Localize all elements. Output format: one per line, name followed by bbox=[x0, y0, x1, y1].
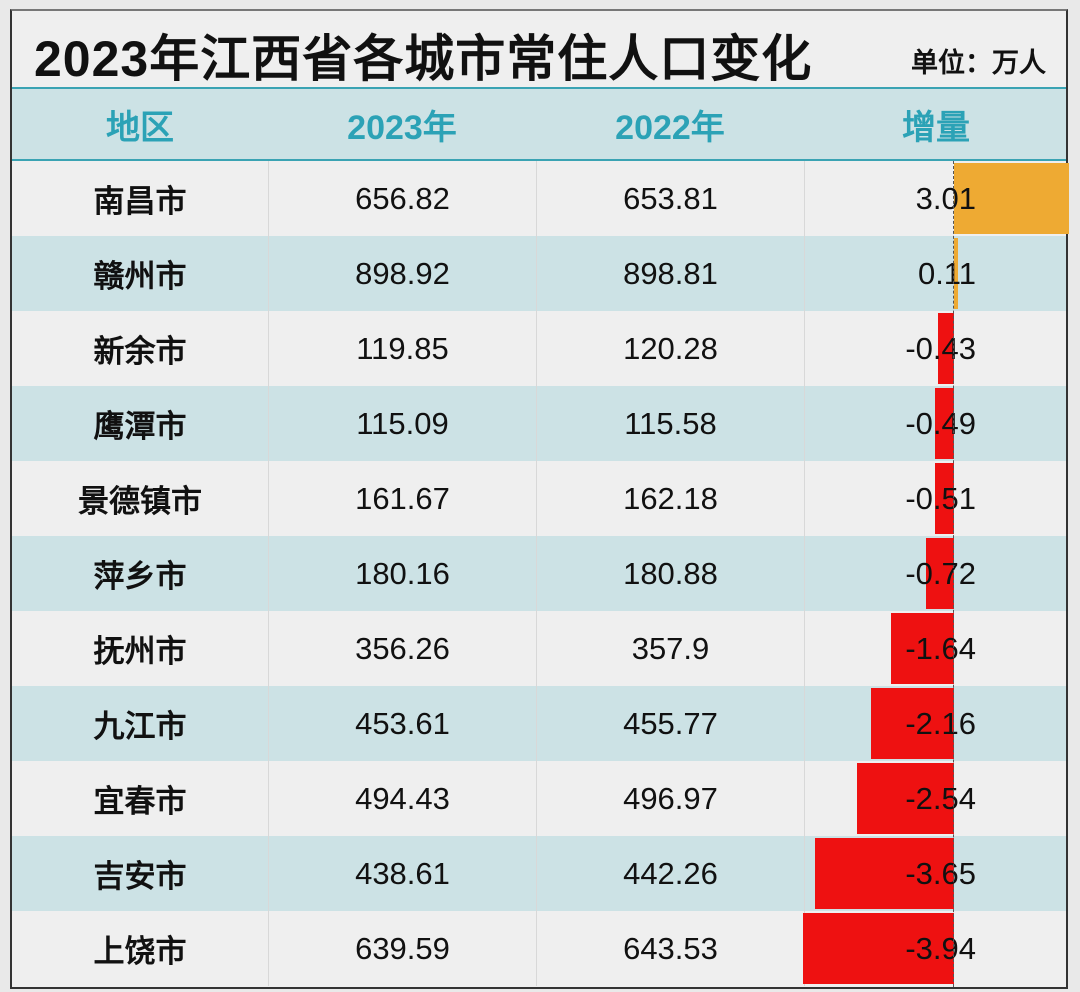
value-2023-cell: 898.92 bbox=[268, 236, 536, 311]
change-value: -1.64 bbox=[905, 630, 976, 666]
change-bar bbox=[814, 838, 954, 909]
value-2023-cell: 656.82 bbox=[268, 161, 536, 236]
change-value: 3.01 bbox=[915, 180, 976, 216]
value-2022-cell: 898.81 bbox=[536, 236, 804, 311]
table-row: 新余市 119.85 120.28 -0.43 bbox=[12, 311, 1066, 386]
value-2023-cell: 115.09 bbox=[268, 386, 536, 461]
change-value: 0.11 bbox=[917, 255, 976, 291]
unit-label: 单位：万人 bbox=[911, 48, 1046, 78]
region-cell: 九江市 bbox=[93, 709, 187, 744]
value-2022-cell: 120.28 bbox=[536, 311, 804, 386]
value-2023-cell: 438.61 bbox=[268, 836, 536, 911]
value-2023-cell: 453.61 bbox=[268, 686, 536, 761]
region-cell: 鹰潭市 bbox=[93, 409, 187, 444]
change-cell bbox=[804, 761, 1068, 836]
table-row: 宜春市 494.43 496.97 -2.54 bbox=[12, 761, 1066, 836]
table-frame: 2023年江西省各城市常住人口变化 单位：万人 地区 2023年 2022年 增… bbox=[10, 9, 1069, 989]
value-2022-cell: 357.9 bbox=[536, 611, 804, 686]
change-bar bbox=[934, 463, 954, 534]
change-cell bbox=[804, 536, 1068, 611]
value-2023-cell: 161.67 bbox=[268, 461, 536, 536]
header-2022: 2022年 bbox=[615, 108, 725, 147]
header-change: 增量 bbox=[902, 108, 970, 147]
value-2023-cell: 119.85 bbox=[268, 311, 536, 386]
region-cell: 抚州市 bbox=[93, 634, 187, 669]
table-row: 鹰潭市 115.09 115.58 -0.49 bbox=[12, 386, 1066, 461]
change-value: -3.65 bbox=[905, 855, 976, 891]
value-2022-cell: 643.53 bbox=[536, 911, 804, 986]
change-bar bbox=[871, 688, 954, 759]
value-2022-cell: 653.81 bbox=[536, 161, 804, 236]
value-2022-cell: 115.58 bbox=[536, 386, 804, 461]
table-row: 上饶市 639.59 643.53 -3.94 bbox=[12, 911, 1066, 986]
change-cell bbox=[804, 836, 1068, 911]
value-2022-cell: 455.77 bbox=[536, 686, 804, 761]
value-2022-cell: 442.26 bbox=[536, 836, 804, 911]
change-bar bbox=[937, 313, 954, 384]
table-header: 地区 2023年 2022年 增量 bbox=[12, 87, 1066, 161]
change-bar bbox=[856, 763, 954, 834]
change-value: -0.72 bbox=[905, 555, 976, 591]
change-cell bbox=[804, 386, 1068, 461]
value-2022-cell: 180.88 bbox=[536, 536, 804, 611]
change-bar bbox=[935, 388, 954, 459]
region-cell: 萍乡市 bbox=[93, 559, 187, 594]
change-value: -0.43 bbox=[905, 330, 976, 366]
change-cell bbox=[804, 161, 1068, 236]
change-value: -2.54 bbox=[905, 780, 976, 816]
table-row: 吉安市 438.61 442.26 -3.65 bbox=[12, 836, 1066, 911]
change-bar bbox=[954, 238, 959, 309]
table-row: 萍乡市 180.16 180.88 -0.72 bbox=[12, 536, 1066, 611]
change-bar bbox=[926, 538, 954, 609]
region-cell: 南昌市 bbox=[93, 184, 187, 219]
region-cell: 吉安市 bbox=[93, 859, 187, 894]
title-row: 2023年江西省各城市常住人口变化 单位：万人 bbox=[12, 11, 1066, 87]
bar-axis-line bbox=[953, 161, 954, 987]
change-cell bbox=[804, 686, 1068, 761]
value-2022-cell: 162.18 bbox=[536, 461, 804, 536]
table-row: 九江市 453.61 455.77 -2.16 bbox=[12, 686, 1066, 761]
region-cell: 景德镇市 bbox=[78, 484, 202, 519]
change-bar bbox=[891, 613, 954, 684]
table-row: 赣州市 898.92 898.81 0.11 bbox=[12, 236, 1066, 311]
table-row: 抚州市 356.26 357.9 -1.64 bbox=[12, 611, 1066, 686]
table-row: 景德镇市 161.67 162.18 -0.51 bbox=[12, 461, 1066, 536]
change-value: -0.49 bbox=[905, 405, 976, 441]
change-value: -3.94 bbox=[905, 930, 976, 966]
table-row: 南昌市 656.82 653.81 3.01 bbox=[12, 161, 1069, 236]
value-2023-cell: 639.59 bbox=[268, 911, 536, 986]
change-value: -2.16 bbox=[905, 705, 976, 741]
region-cell: 赣州市 bbox=[93, 259, 187, 294]
change-cell bbox=[804, 311, 1068, 386]
change-cell bbox=[804, 461, 1068, 536]
change-cell bbox=[804, 611, 1068, 686]
region-cell: 新余市 bbox=[93, 334, 187, 369]
change-cell bbox=[804, 236, 1068, 311]
header-2023: 2023年 bbox=[347, 108, 457, 147]
change-value: -0.51 bbox=[905, 480, 976, 516]
value-2023-cell: 494.43 bbox=[268, 761, 536, 836]
header-region: 地区 bbox=[106, 108, 174, 147]
value-2022-cell: 496.97 bbox=[536, 761, 804, 836]
change-bar bbox=[803, 913, 954, 984]
value-2023-cell: 356.26 bbox=[268, 611, 536, 686]
region-cell: 宜春市 bbox=[93, 784, 187, 819]
value-2023-cell: 180.16 bbox=[268, 536, 536, 611]
region-cell: 上饶市 bbox=[93, 934, 187, 969]
change-bar bbox=[954, 163, 1069, 234]
page-title: 2023年江西省各城市常住人口变化 bbox=[34, 31, 813, 87]
